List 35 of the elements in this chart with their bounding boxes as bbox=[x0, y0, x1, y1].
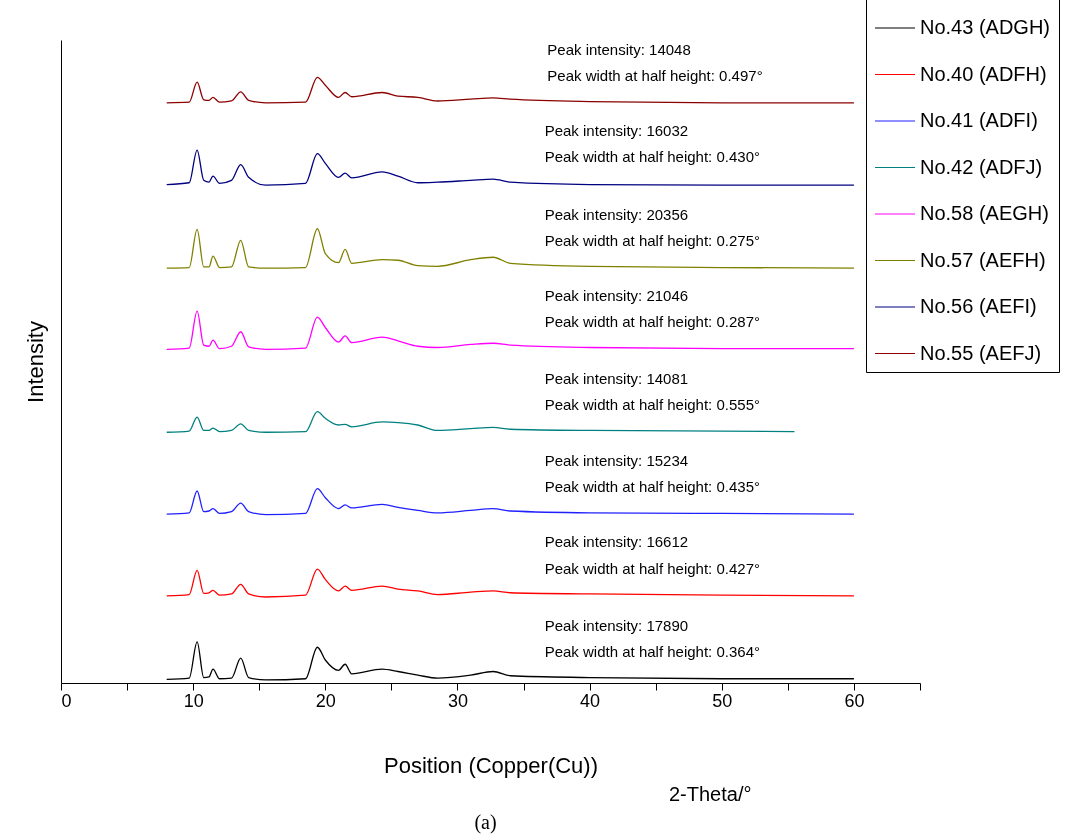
annotation: Peak intensity: 15234 bbox=[544, 451, 689, 469]
x-tick-label: 0 bbox=[61, 690, 72, 711]
legend-label: No.40 (ADFH) bbox=[920, 62, 1047, 85]
legend-label: No.42 (ADFJ) bbox=[920, 155, 1043, 178]
annotation: Peak width at half height: 0.435° bbox=[544, 477, 760, 495]
legend-label: No.55 (AEFJ) bbox=[920, 341, 1042, 364]
x-tick-label: 20 bbox=[315, 690, 336, 711]
annotation: Peak width at half height: 0.364° bbox=[544, 643, 760, 661]
legend-label: No.56 (AEFI) bbox=[920, 295, 1037, 317]
annotation: Peak intensity: 21046 bbox=[544, 287, 689, 304]
annotation: Peak width at half height: 0.497° bbox=[547, 66, 763, 84]
annotation: Peak intensity: 16612 bbox=[544, 533, 689, 551]
text: 2-Theta/° bbox=[669, 783, 752, 805]
legend-label: No.43 (ADGH) bbox=[920, 16, 1051, 38]
x-tick-label: 40 bbox=[580, 690, 601, 711]
x-axis-title: Position (Copper(Cu)) bbox=[384, 752, 598, 778]
annotation: Peak width at half height: 0.430° bbox=[544, 148, 760, 166]
x-tick-label: 60 bbox=[844, 690, 865, 711]
annotation: Peak width at half height: 0.555° bbox=[544, 396, 760, 414]
x-tick-label: 50 bbox=[712, 690, 733, 711]
legend-label: No.41 (ADFI) bbox=[920, 109, 1038, 131]
annotation: Peak intensity: 20356 bbox=[544, 205, 689, 223]
legend-label: No.57 (AEFH) bbox=[920, 248, 1046, 271]
text: (a) bbox=[474, 811, 497, 834]
annotation: Peak intensity: 17890 bbox=[544, 617, 689, 635]
annotation: Peak width at half height: 0.427° bbox=[544, 559, 760, 577]
text: Peak intensity: 14048 bbox=[547, 40, 691, 58]
annotation: Peak width at half height: 0.287° bbox=[544, 313, 760, 331]
annotation: Peak intensity: 16032 bbox=[544, 122, 689, 140]
annotation: Peak intensity: 14081 bbox=[544, 369, 689, 387]
x-tick-label: 30 bbox=[447, 690, 468, 711]
y-axis-title: Intensity bbox=[22, 321, 48, 403]
legend-label: No.58 (AEGH) bbox=[920, 202, 1049, 224]
annotation: Peak width at half height: 0.275° bbox=[544, 231, 760, 249]
x-tick-label: 10 bbox=[183, 690, 204, 711]
